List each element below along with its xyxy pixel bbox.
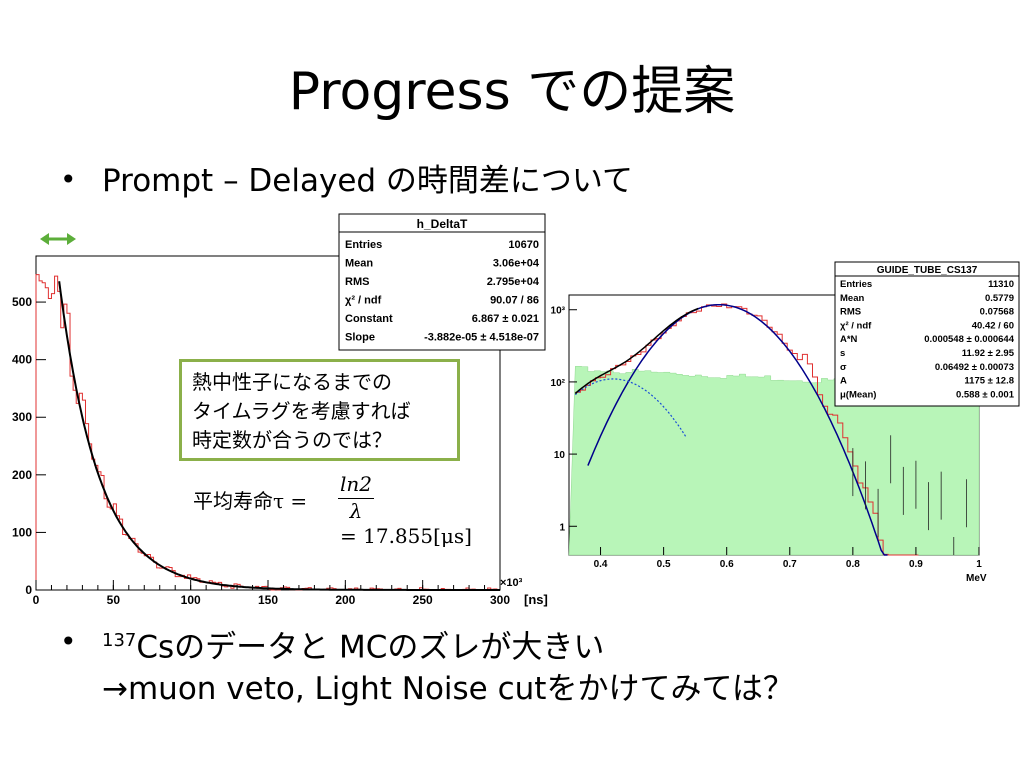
- y-tick-label: 10²: [551, 378, 566, 389]
- y-tick-label: 300: [12, 410, 32, 424]
- stat-name: Mean: [840, 293, 864, 304]
- x-tick-label: 0.8: [846, 559, 860, 570]
- stat-name: RMS: [840, 307, 861, 318]
- y-tick-label: 200: [12, 468, 32, 482]
- callout-line-3: 時定数が合うのでは？: [192, 428, 392, 452]
- stat-name: A*N: [840, 334, 858, 345]
- y-tick-label: 1: [559, 522, 565, 533]
- x-tick-label: 150: [258, 593, 278, 607]
- tail-component: [574, 378, 687, 438]
- formula-denominator: λ: [349, 499, 363, 523]
- stat-value: 90.07 / 86: [490, 295, 539, 307]
- stat-value: 0.000548 ± 0.000644: [924, 334, 1014, 345]
- combined-fit: [574, 307, 699, 395]
- stat-value: 11.92 ± 2.95: [962, 348, 1015, 359]
- stat-value: 10670: [508, 239, 539, 251]
- stat-value: 0.07568: [980, 307, 1014, 318]
- left-x-unit: [ns]: [524, 592, 548, 607]
- x-tick-label: 50: [107, 593, 121, 607]
- stat-name: μ(Mean): [840, 389, 876, 400]
- stat-name: Slope: [345, 332, 375, 344]
- bullet-1: Prompt – Delayed の時間差について: [102, 163, 633, 199]
- x-tick-label: 0.6: [720, 559, 734, 570]
- stat-value: -3.882e-05 ± 4.518e-07: [424, 332, 539, 344]
- stat-name: Mean: [345, 258, 373, 270]
- stat-name: A: [840, 376, 847, 387]
- x-tick-label: 0: [33, 593, 40, 607]
- stat-name: s: [840, 348, 845, 359]
- stat-name: χ² / ndf: [840, 320, 872, 331]
- y-tick-label: 10³: [551, 306, 566, 317]
- stat-name: Entries: [840, 279, 872, 290]
- exponential-fit: [58, 281, 500, 591]
- bullet-dot-2: •: [60, 625, 77, 658]
- stat-name: Entries: [345, 239, 382, 251]
- left-x-multiplier: ×10³: [500, 577, 523, 589]
- y-tick-label: 500: [12, 295, 32, 309]
- stat-value: 6.867 ± 0.021: [472, 313, 539, 325]
- bullet-2: 137Csのデータと MCのズレが大きい: [102, 621, 604, 667]
- stat-value: 1175 ± 12.8: [964, 376, 1014, 387]
- bullet-2-superscript: 137: [102, 630, 137, 651]
- right-axes: 0.4 0.5 0.6 0.7 0.8 0.9 1 1 10 10² 10³: [551, 306, 983, 570]
- callout-box: 熱中性子になるまでの タイムラグを考慮すれば 時定数が合うのでは？: [179, 359, 460, 461]
- right-fit-curves: [574, 303, 967, 556]
- x-tick-label: 0.4: [594, 559, 608, 570]
- right-stats-box: GUIDE_TUBE_CS137 Entries 11310 Mean 0.5779 R…: [834, 261, 1020, 407]
- stat-value: 11310: [988, 279, 1014, 290]
- slide-title: Progress での提案: [288, 62, 736, 122]
- stat-name: χ² / ndf: [345, 295, 382, 307]
- x-tick-label: 300: [490, 593, 510, 607]
- stat-value: 0.588 ± 0.001: [956, 389, 1015, 400]
- formula-result: = 17.855[μs]: [340, 524, 472, 548]
- x-tick-label: 200: [335, 593, 355, 607]
- stat-name: σ: [840, 362, 847, 373]
- right-x-unit: MeV: [966, 573, 987, 584]
- stat-name: RMS: [345, 276, 369, 288]
- callout-line-1: 熱中性子になるまでの: [192, 370, 392, 394]
- stat-value: 40.42 / 60: [972, 320, 1014, 331]
- bullet-dot-1: •: [60, 163, 77, 196]
- stat-name: Constant: [345, 313, 393, 325]
- right-stats-title: GUIDE_TUBE_CS137: [877, 265, 978, 276]
- left-stats-title: h_DeltaT: [417, 217, 468, 231]
- callout-line-2: タイムラグを考慮すれば: [192, 399, 411, 423]
- formula-fraction-bar: [338, 498, 374, 499]
- y-tick-label: 100: [12, 525, 32, 539]
- stat-value: 2.795e+04: [487, 276, 540, 288]
- formula-lhs: 平均寿命τ =: [193, 489, 308, 513]
- y-tick-label: 0: [25, 583, 32, 597]
- gaussian-fit: [587, 303, 888, 556]
- x-tick-label: 100: [181, 593, 201, 607]
- bullet-2-text: Csのデータと MCのズレが大きい: [136, 629, 605, 666]
- x-tick-label: 0.7: [783, 559, 797, 570]
- left-axes: 0 50 100 150 200 250 300 0 100 200 300 400 500: [12, 295, 510, 607]
- stat-value: 3.06e+04: [493, 258, 540, 270]
- double-arrow-icon: [40, 233, 76, 245]
- bullet-2-line-2: →muon veto, Light Noise cutをかけてみては？: [102, 671, 794, 707]
- left-stats-box: h_DeltaT Entries 10670 Mean 3.06e+04 RMS 2.79…: [338, 213, 546, 351]
- x-tick-label: 1: [976, 559, 982, 570]
- y-tick-label: 10: [554, 450, 566, 461]
- stat-value: 0.06492 ± 0.00073: [935, 362, 1014, 373]
- x-tick-label: 250: [413, 593, 433, 607]
- stat-value: 0.5779: [985, 293, 1014, 304]
- x-tick-label: 0.9: [909, 559, 923, 570]
- y-tick-label: 400: [12, 353, 32, 367]
- left-fit-curve: [58, 281, 500, 591]
- x-tick-label: 0.5: [657, 559, 671, 570]
- formula-numerator: ln2: [340, 472, 373, 496]
